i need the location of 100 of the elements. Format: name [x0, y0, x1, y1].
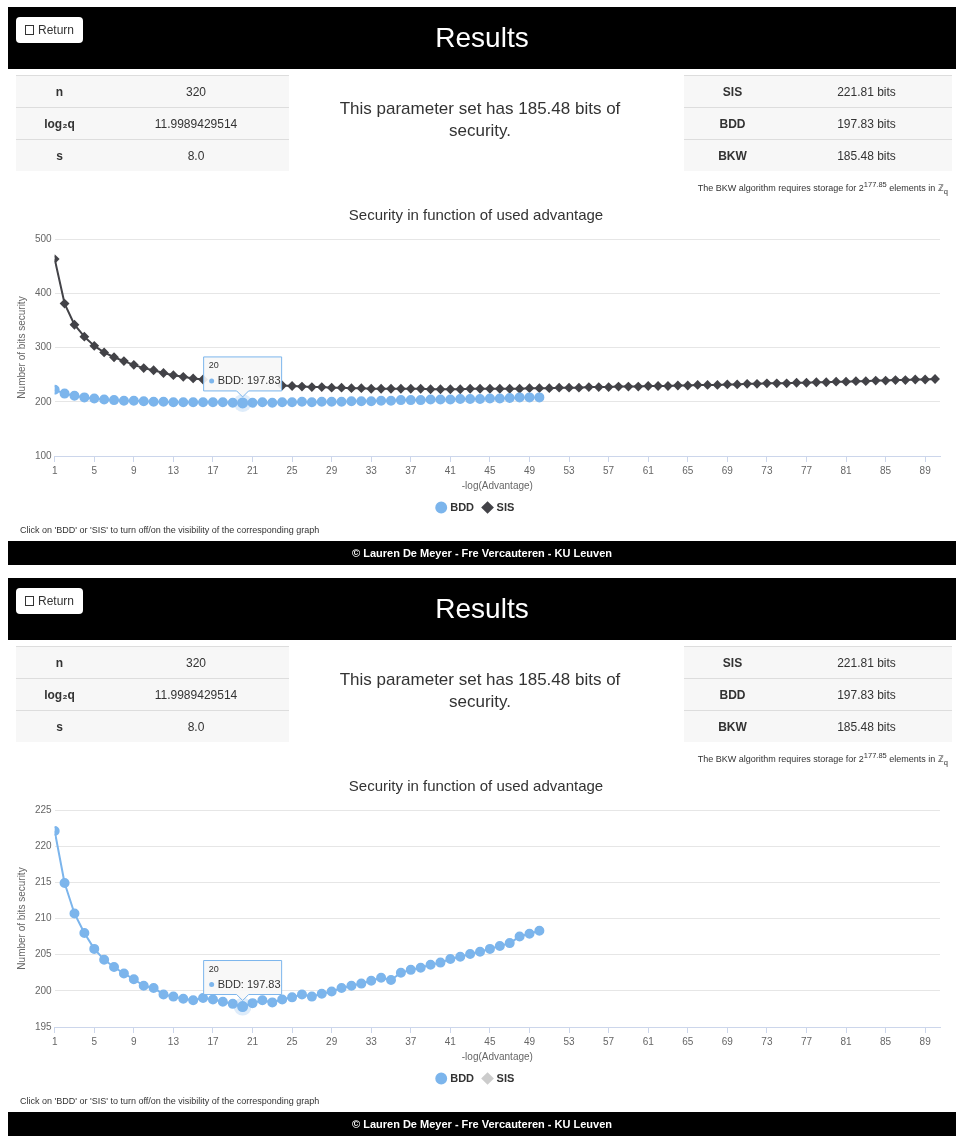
point	[425, 959, 436, 970]
x-tick-label: 57	[603, 464, 615, 476]
point	[484, 393, 495, 404]
point	[415, 962, 426, 973]
y-tick-label: 500	[35, 232, 53, 244]
text: 185.48 bits	[781, 139, 952, 171]
point	[217, 996, 228, 1007]
x-tick-label: 69	[721, 464, 734, 476]
text: SIS	[684, 646, 781, 679]
y-tick-label: 220	[35, 839, 53, 851]
text: 221.81 bits	[781, 646, 952, 679]
point	[257, 995, 268, 1006]
x-tick-label: 65	[682, 1035, 694, 1047]
point	[287, 992, 298, 1003]
text: 8.0	[103, 710, 289, 742]
text: The BKW algorithm requires storage for 2$^{177.85}$ elements in ℤ$_{q}$	[697, 751, 948, 767]
x-tick-label: 1	[51, 1035, 58, 1047]
point	[227, 397, 238, 408]
point	[415, 395, 426, 406]
annotation: 20 BDD: 197.83	[208, 964, 281, 990]
point	[405, 395, 416, 406]
point	[366, 396, 377, 407]
text: BDD	[684, 107, 781, 140]
point	[366, 975, 377, 986]
y-tick-label: 200	[35, 984, 53, 996]
point	[465, 948, 476, 959]
text: s	[16, 710, 103, 742]
x-tick-label: 25	[286, 1035, 299, 1047]
x-tick-label: 85	[880, 1035, 892, 1047]
point	[118, 968, 129, 979]
point	[138, 396, 149, 407]
x-tick-label: 37	[405, 1035, 417, 1047]
x-tick-label: 17	[207, 1035, 219, 1047]
x-tick-label: 13	[167, 464, 180, 476]
x-tick-label: 45	[484, 464, 496, 476]
legend-label: SIS	[496, 500, 515, 513]
point	[524, 928, 535, 939]
x-tick-label: 81	[840, 1035, 853, 1047]
text: s	[16, 139, 103, 171]
point	[455, 951, 466, 962]
y-tick-label: 195	[35, 1020, 53, 1032]
text: log₂q	[16, 678, 103, 711]
x-tick-label: 21	[246, 1035, 259, 1047]
point	[99, 394, 110, 405]
point	[475, 394, 486, 405]
x-axis-title: -log(Advantage)	[461, 479, 533, 491]
point	[287, 397, 298, 408]
y-tick-label: 400	[35, 287, 53, 298]
text: 197.83 bits	[781, 107, 952, 140]
text: SIS	[684, 75, 781, 108]
point	[109, 961, 120, 972]
x-tick-label: 65	[682, 464, 694, 476]
text: © Lauren De Meyer - Fre Vercauteren - KU Leuven	[8, 1112, 956, 1136]
x-tick-label: 33	[365, 1035, 378, 1047]
point	[118, 395, 129, 406]
point	[207, 994, 218, 1005]
text: Click on 'BDD' or 'SIS' to turn off/on the visibility of the corresponding graph	[20, 1096, 321, 1108]
point	[89, 393, 100, 404]
point	[484, 943, 495, 954]
point	[494, 940, 505, 951]
point	[356, 396, 367, 407]
point	[247, 397, 258, 408]
x-tick-label: 25	[286, 464, 299, 476]
text: 320	[103, 646, 289, 679]
point	[346, 396, 357, 407]
text: © Lauren De Meyer - Fre Vercauteren - KU Leuven	[8, 541, 956, 565]
text: n	[16, 75, 103, 108]
point	[207, 397, 218, 408]
x-tick-label: 37	[405, 464, 417, 476]
x-tick-label: 9	[131, 1035, 138, 1047]
point	[168, 991, 179, 1002]
point	[79, 392, 90, 403]
text: 320	[103, 75, 289, 108]
x-tick-label: 33	[365, 464, 378, 476]
x-tick-label: 29	[326, 464, 338, 476]
x-tick-label: 53	[563, 464, 576, 476]
x-tick-label: 29	[326, 1035, 338, 1047]
text: BKW	[684, 710, 781, 742]
x-tick-label: 61	[642, 1035, 655, 1047]
text: 11.9989429514	[103, 678, 289, 711]
annotation: 20 BDD: 197.83	[208, 360, 281, 386]
point	[148, 982, 159, 993]
x-tick-label: 77	[800, 1035, 813, 1047]
point	[405, 964, 416, 975]
chart-title: Security in function of used advantage	[348, 206, 604, 224]
point	[158, 989, 169, 1000]
x-tick-label: 49	[523, 464, 536, 476]
point	[534, 392, 545, 403]
point	[198, 993, 209, 1004]
text: 8.0	[103, 139, 289, 171]
x-tick-label: 41	[444, 464, 457, 476]
point	[267, 397, 278, 408]
point	[475, 946, 486, 957]
text: 197.83 bits	[781, 678, 952, 711]
x-tick-label: 61	[642, 464, 655, 476]
legend-label: BDD	[450, 1071, 475, 1084]
x-tick-label: 45	[484, 1035, 496, 1047]
point	[99, 954, 110, 965]
x-tick-label: 85	[880, 464, 892, 476]
point	[395, 967, 406, 978]
